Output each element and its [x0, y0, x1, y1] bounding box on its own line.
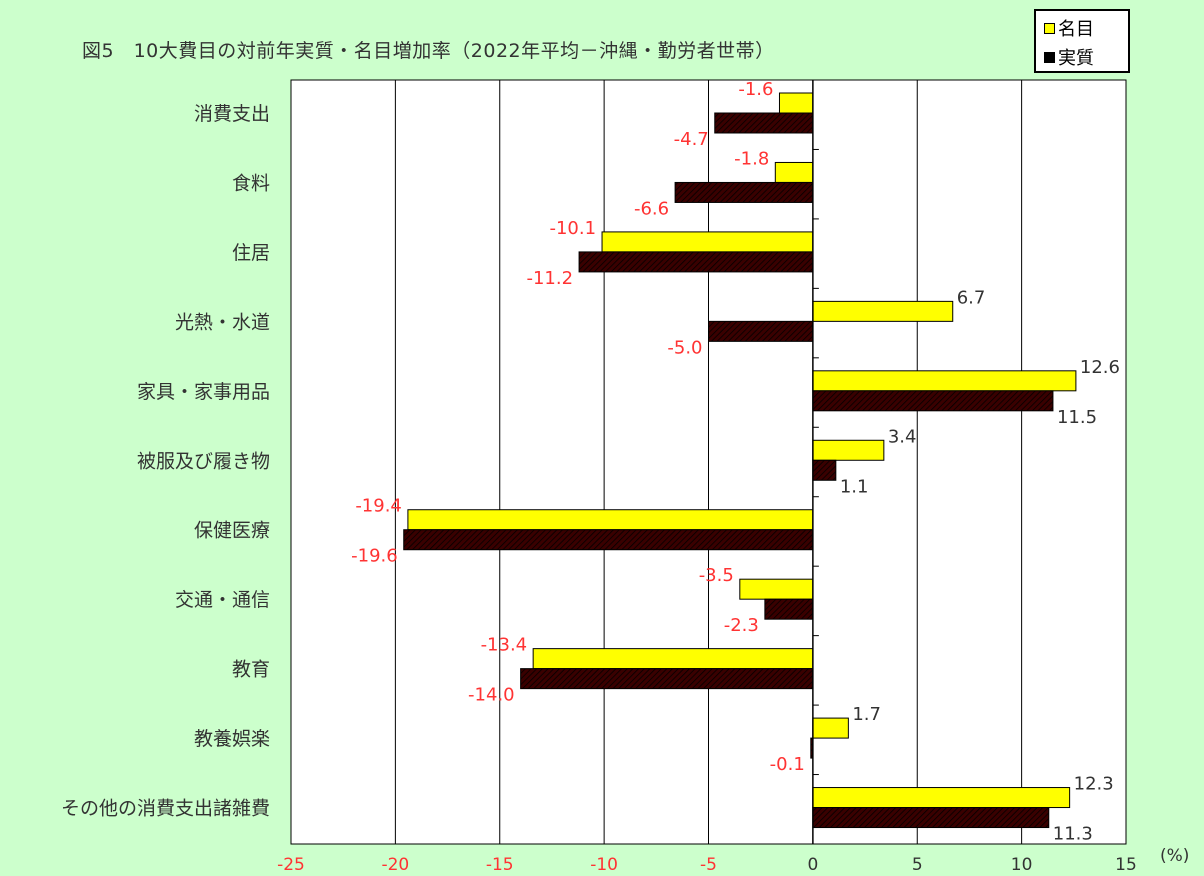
- category-label: 家具・家事用品: [137, 381, 270, 403]
- x-tick-label: 15: [1115, 855, 1137, 875]
- bar-real: [708, 320, 814, 342]
- data-label-nominal: 12.3: [1074, 774, 1114, 795]
- category-label: 食料: [232, 172, 270, 194]
- data-label-nominal: -1.8: [734, 148, 769, 169]
- data-label-real: -11.2: [526, 268, 573, 289]
- x-axis-unit: (%): [1160, 846, 1190, 866]
- bar-real: [812, 807, 1050, 829]
- data-label-nominal: 3.4: [888, 426, 917, 447]
- legend-item-real: 実質: [1044, 44, 1094, 70]
- bar-nominal: [739, 578, 814, 600]
- legend-swatch-real: [1044, 51, 1055, 63]
- category-label: 被服及び履き物: [137, 450, 270, 472]
- bar-real: [403, 529, 814, 551]
- x-tick-label: -10: [590, 855, 618, 875]
- data-label-real: -14.0: [468, 685, 515, 706]
- chart-title: 図5 10大費目の対前年実質・名目増加率（2022年平均－沖縄・勤労者世帯）: [82, 40, 775, 62]
- data-label-nominal: -10.1: [549, 218, 596, 239]
- bar-nominal: [812, 787, 1071, 809]
- data-label-real: -19.6: [351, 546, 398, 567]
- data-label-nominal: -19.4: [355, 496, 402, 517]
- data-label-real: -5.0: [667, 337, 702, 358]
- bar-nominal: [778, 92, 814, 114]
- bar-real: [812, 390, 1054, 412]
- bar-nominal: [812, 439, 885, 461]
- category-label: 消費支出: [194, 103, 270, 125]
- bar-nominal: [812, 300, 954, 322]
- data-label-real: -2.3: [724, 615, 759, 636]
- category-label: 教養娯楽: [194, 728, 270, 750]
- x-tick-label: 5: [912, 855, 923, 875]
- x-tick-label: 0: [807, 855, 818, 875]
- x-tick-label: -15: [486, 855, 514, 875]
- category-label: その他の消費支出諸雑費: [61, 798, 270, 820]
- category-label: 住居: [232, 242, 270, 264]
- legend-swatch-nominal: [1044, 22, 1055, 34]
- x-tick-label: 10: [1011, 855, 1033, 875]
- data-label-real: 11.3: [1053, 824, 1093, 845]
- data-label-nominal: 12.6: [1080, 357, 1120, 378]
- data-label-real: -6.6: [634, 198, 669, 219]
- bar-nominal: [812, 370, 1077, 392]
- data-label-real: -4.7: [674, 129, 709, 150]
- bar-real: [714, 112, 814, 134]
- data-label-nominal: 1.7: [852, 704, 881, 725]
- bar-nominal: [774, 161, 814, 183]
- bar-real: [520, 668, 814, 690]
- data-label-nominal: -13.4: [481, 635, 528, 656]
- category-label: 交通・通信: [175, 589, 270, 611]
- bar-nominal: [532, 648, 814, 670]
- data-label-real: 11.5: [1057, 407, 1097, 428]
- x-tick-label: -25: [277, 855, 305, 875]
- category-label: 教育: [232, 659, 270, 681]
- legend-label-real: 実質: [1058, 48, 1094, 69]
- data-label-nominal: 6.7: [957, 287, 986, 308]
- bar-real: [674, 181, 814, 203]
- bar-real: [812, 459, 837, 481]
- bar-nominal: [407, 509, 814, 531]
- category-label: 光熱・水道: [175, 311, 270, 333]
- bar-nominal: [601, 231, 814, 253]
- data-label-real: 1.1: [840, 476, 869, 497]
- x-tick-label: -20: [381, 855, 409, 875]
- data-label-nominal: -1.6: [738, 79, 773, 100]
- chart-legend: 名目 実質: [1034, 9, 1130, 73]
- bar-nominal: [812, 717, 849, 739]
- legend-label-nominal: 名目: [1058, 19, 1094, 40]
- bar-real: [578, 251, 814, 273]
- bar-real: [764, 598, 814, 620]
- data-label-real: -0.1: [770, 754, 805, 775]
- x-tick-label: -5: [700, 855, 717, 875]
- data-label-nominal: -3.5: [699, 565, 734, 586]
- category-label: 保健医療: [194, 520, 270, 542]
- legend-item-nominal: 名目: [1044, 15, 1094, 41]
